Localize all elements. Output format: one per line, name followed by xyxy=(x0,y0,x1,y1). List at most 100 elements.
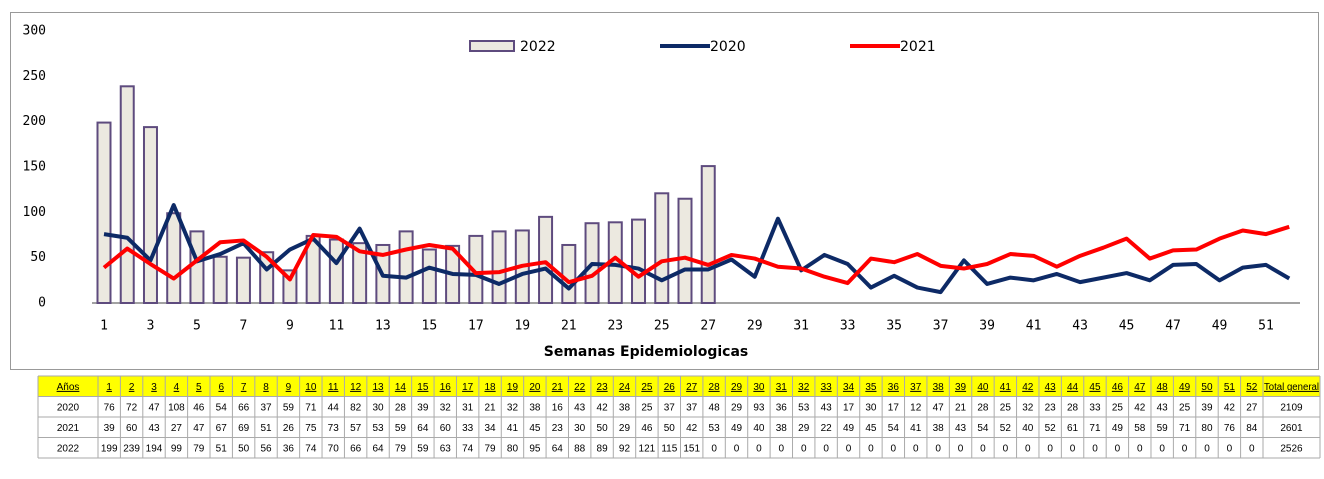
table-header-cell: 12 xyxy=(350,382,362,393)
table-cell: 0 xyxy=(734,443,740,454)
table-cell: 17 xyxy=(843,402,855,413)
table-header-cell: 16 xyxy=(440,382,452,393)
table-cell: 194 xyxy=(146,443,163,454)
table-cell: 239 xyxy=(123,443,140,454)
table-header-cell: 13 xyxy=(372,382,384,393)
table-header-cell: 2 xyxy=(129,382,135,393)
table-cell: 30 xyxy=(574,423,586,434)
table-cell: 29 xyxy=(731,402,743,413)
table-cell: 53 xyxy=(798,402,810,413)
x-tick-label: 31 xyxy=(793,319,809,334)
table-cell: 115 xyxy=(661,443,677,454)
table-cell: 50 xyxy=(664,423,676,434)
x-tick-label: 5 xyxy=(193,319,201,334)
bar xyxy=(421,248,437,304)
table-header-cell: 17 xyxy=(462,382,474,393)
table-cell: 151 xyxy=(683,443,700,454)
table-header-cell: 3 xyxy=(151,382,157,393)
bar xyxy=(654,192,670,304)
table-header-cell: 7 xyxy=(241,382,247,393)
table-header-cell: 48 xyxy=(1157,382,1169,393)
table-header-cell: 26 xyxy=(664,382,676,393)
table-cell: 56 xyxy=(260,443,272,454)
table-header-cell: 24 xyxy=(619,382,631,393)
table-cell: 54 xyxy=(888,423,900,434)
table-cell: 37 xyxy=(664,402,676,413)
table-cell: 121 xyxy=(639,443,656,454)
table-header-cell: 34 xyxy=(843,382,855,393)
table-cell: 2109 xyxy=(1280,402,1303,413)
table-header-bg xyxy=(38,376,1320,397)
table-header-cell: 31 xyxy=(776,382,788,393)
table-cell: 52 xyxy=(1000,423,1012,434)
x-tick-label: 7 xyxy=(240,319,248,334)
table-header-cell: 20 xyxy=(529,382,541,393)
bar xyxy=(491,230,507,304)
table-cell: 40 xyxy=(753,423,765,434)
table-cell: 46 xyxy=(193,402,205,413)
line xyxy=(102,224,1290,286)
table-cell: 39 xyxy=(104,423,116,434)
table-cell: 0 xyxy=(779,443,785,454)
x-tick-label: 27 xyxy=(700,319,716,334)
table-cell: 27 xyxy=(1246,402,1258,413)
table-cell: 76 xyxy=(1224,423,1236,434)
table-cell: 60 xyxy=(126,423,138,434)
table-cell: 0 xyxy=(891,443,897,454)
bar xyxy=(631,218,647,304)
table-cell: 51 xyxy=(260,423,272,434)
table-cell: 52 xyxy=(1045,423,1057,434)
bar xyxy=(96,121,112,304)
table-cell: 47 xyxy=(933,402,945,413)
table-cell: 54 xyxy=(216,402,228,413)
bar xyxy=(142,126,158,304)
table-cell: 58 xyxy=(1134,423,1146,434)
table-header-cell: 51 xyxy=(1224,382,1236,393)
x-tick-label: 43 xyxy=(1072,319,1088,334)
table-cell: 49 xyxy=(843,423,855,434)
table-cell: 0 xyxy=(756,443,762,454)
table-header-cell: 41 xyxy=(1000,382,1012,393)
table-cell: 53 xyxy=(372,423,384,434)
table-cell: 28 xyxy=(1067,402,1079,413)
table-cell: 43 xyxy=(821,402,833,413)
table-cell: 95 xyxy=(529,443,541,454)
table-cell: 32 xyxy=(1022,402,1034,413)
table-cell: 79 xyxy=(485,443,497,454)
x-tick-label: 19 xyxy=(514,319,530,334)
table-header-cell: 10 xyxy=(305,382,317,393)
table-header-cell: 29 xyxy=(731,382,743,393)
x-axis-title: Semanas Epidemiologicas xyxy=(544,344,748,360)
table-header-cell: 9 xyxy=(286,382,292,393)
table-header-cell: 46 xyxy=(1112,382,1124,393)
table-cell: 21 xyxy=(485,402,497,413)
table-cell: 42 xyxy=(1134,402,1146,413)
table-cell: 76 xyxy=(104,402,116,413)
bar xyxy=(538,215,554,304)
x-tick-label: 45 xyxy=(1119,319,1135,334)
x-tick-label: 13 xyxy=(375,319,391,334)
table-cell: 29 xyxy=(619,423,631,434)
table-cell: 54 xyxy=(977,423,989,434)
table-cell: 28 xyxy=(977,402,989,413)
table-cell: 30 xyxy=(865,402,877,413)
table-cell: 108 xyxy=(168,402,185,413)
table-header-cell: 38 xyxy=(933,382,945,393)
table-header-cell: 15 xyxy=(417,382,429,393)
bar xyxy=(700,165,716,304)
table-cell: 42 xyxy=(1224,402,1236,413)
legend-label: 2022 xyxy=(520,39,556,55)
table-cell: 0 xyxy=(1047,443,1053,454)
x-tick-label: 21 xyxy=(561,319,577,334)
x-tick-label: 35 xyxy=(886,319,902,334)
x-tick-label: 47 xyxy=(1165,319,1181,334)
table-cell: 84 xyxy=(1246,423,1258,434)
table-header-cell: 49 xyxy=(1179,382,1191,393)
table-cell: 12 xyxy=(910,402,922,413)
table-header-cell: Años xyxy=(57,382,80,393)
table-cell: 42 xyxy=(686,423,698,434)
table-header-cell: 8 xyxy=(263,382,269,393)
table-header-cell: 6 xyxy=(218,382,224,393)
